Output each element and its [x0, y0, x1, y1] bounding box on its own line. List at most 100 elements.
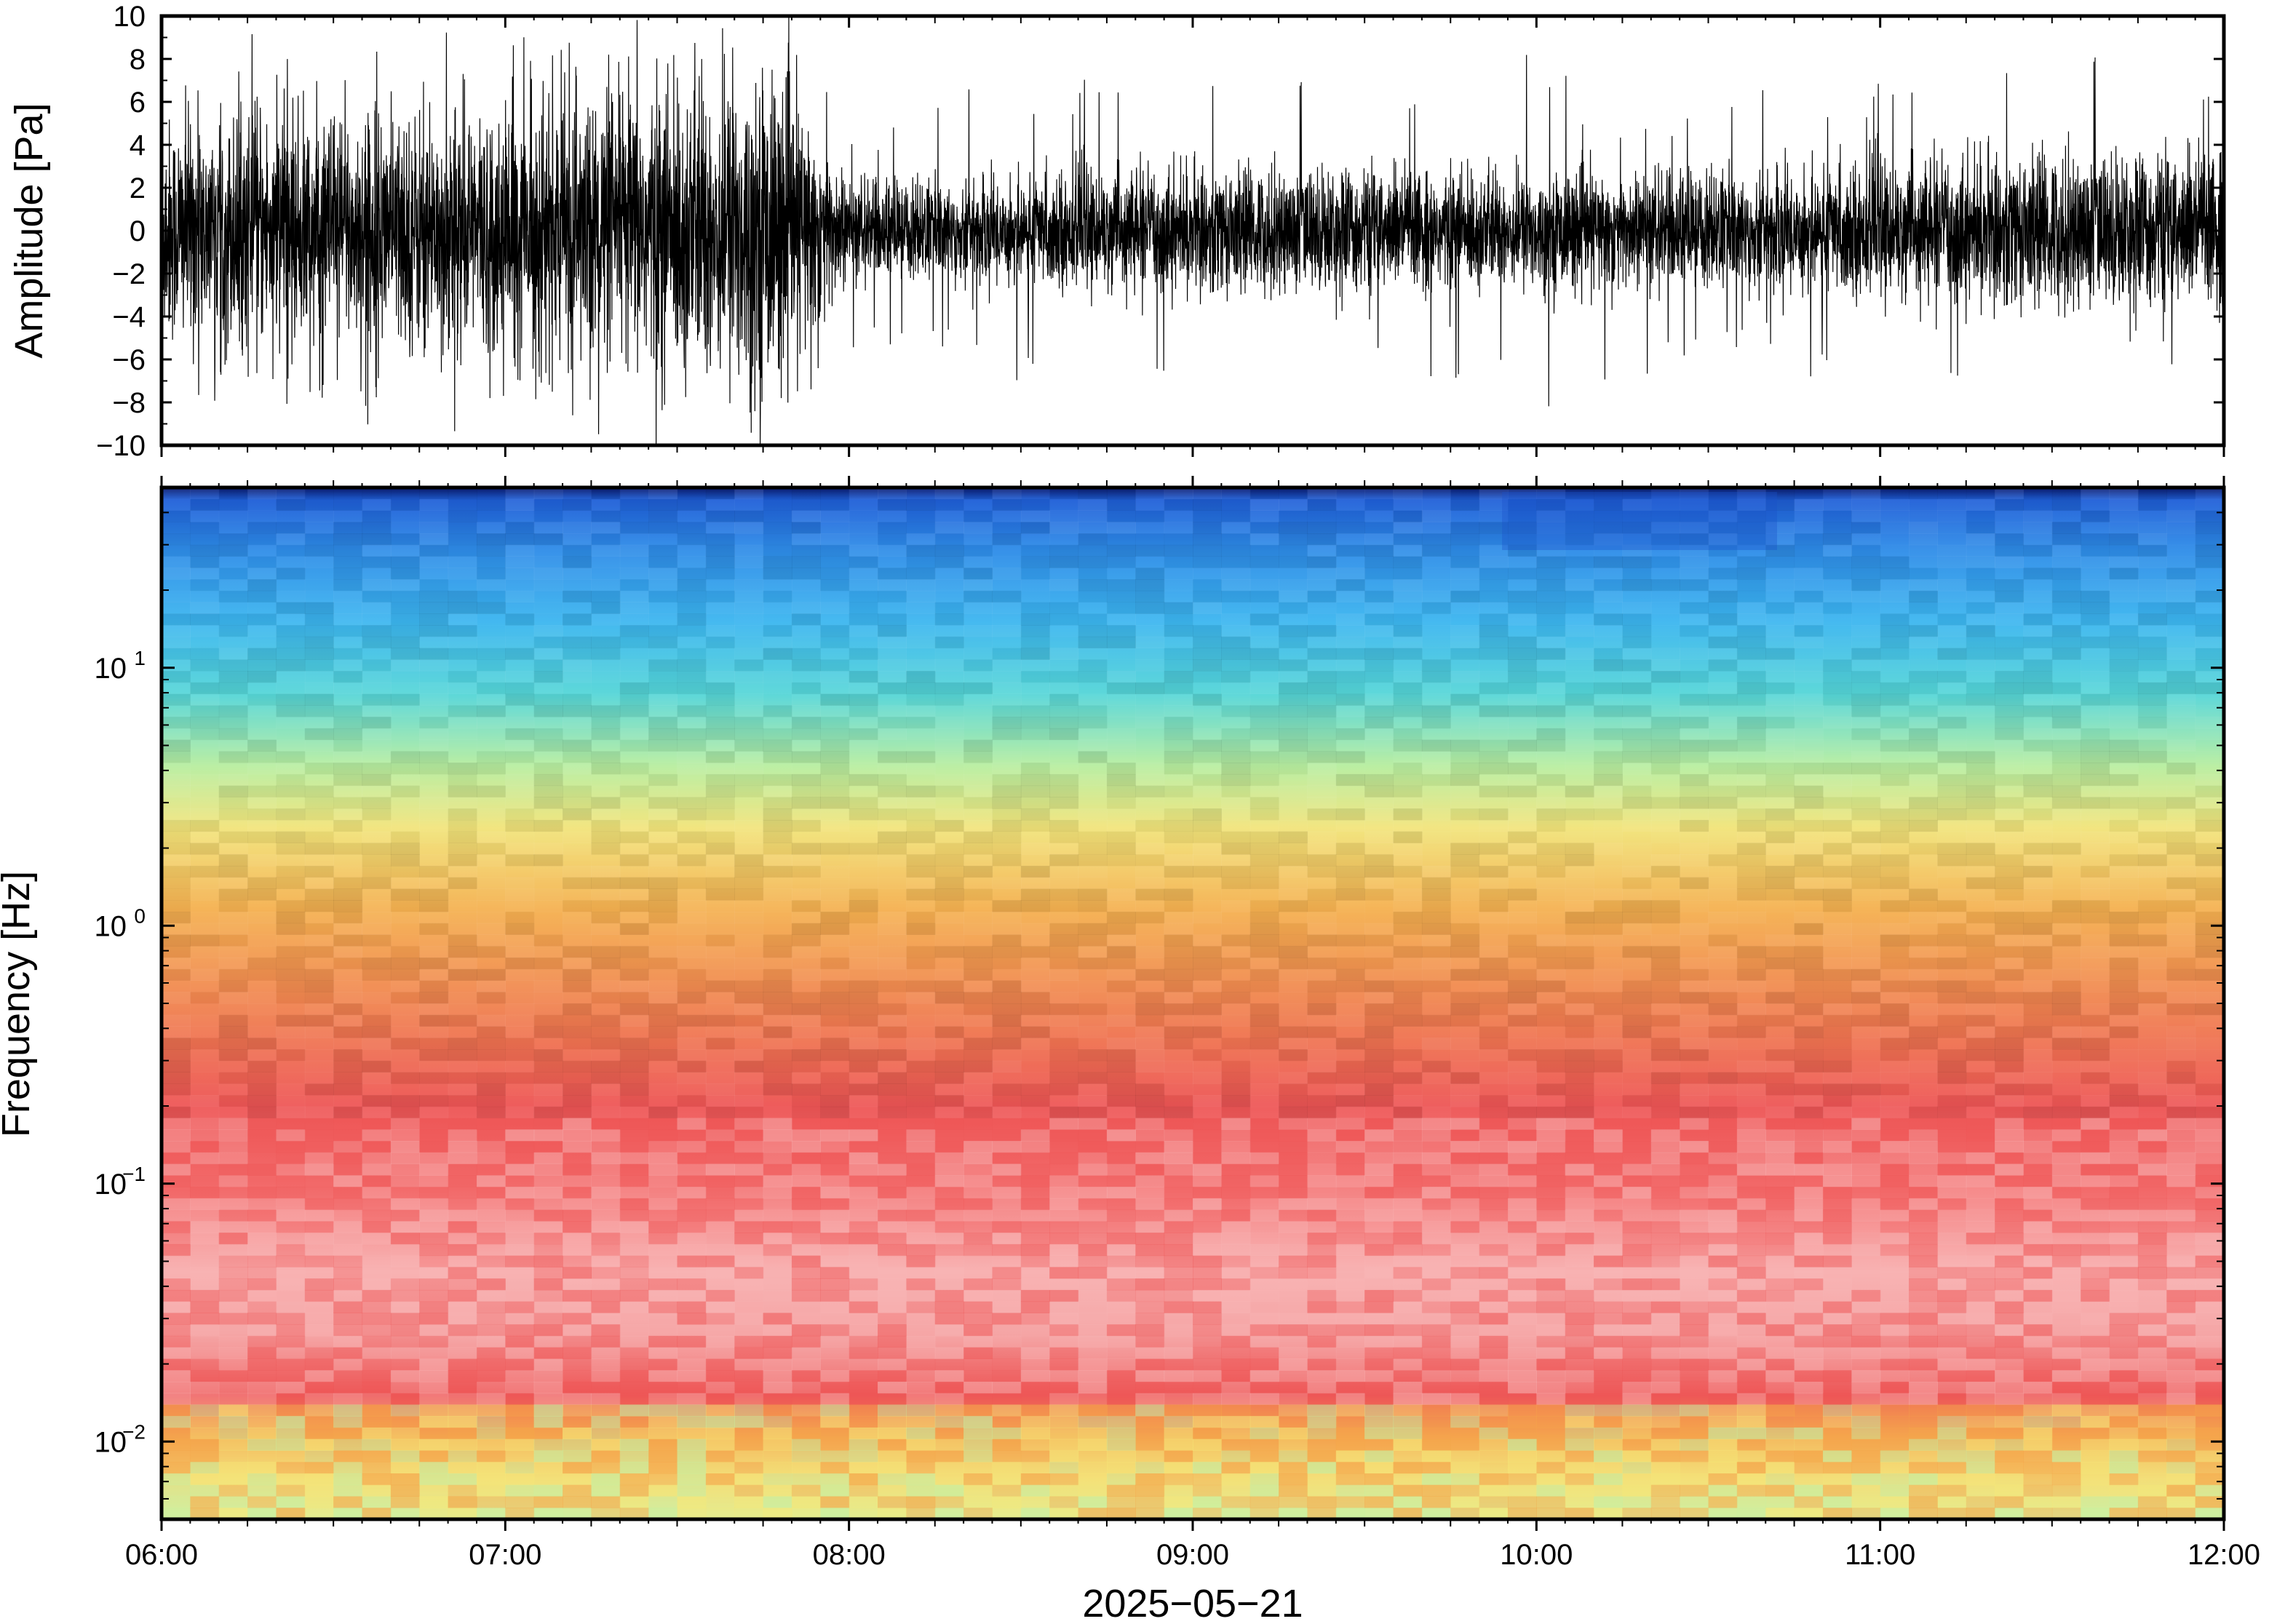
spectrogram-cell — [218, 992, 248, 1004]
spectrogram-cell — [1479, 1038, 1509, 1050]
spectrogram-cell — [362, 1003, 392, 1016]
spectrogram-cell — [1049, 1473, 1079, 1486]
spectrogram-cell — [963, 1381, 993, 1394]
spectrogram-cell — [849, 1209, 878, 1222]
spectrogram-cell — [1650, 751, 1680, 763]
spectrogram-cell — [619, 1416, 649, 1428]
spectrogram-cell — [1078, 1393, 1108, 1405]
spectrogram-cell — [763, 946, 792, 958]
spectrogram-cell — [648, 900, 678, 912]
spectrogram-cell — [1393, 1060, 1423, 1073]
spectrogram-cell — [1135, 1496, 1165, 1508]
spectrogram-cell — [648, 865, 678, 878]
spectrogram-cell — [304, 510, 334, 522]
spectrogram-cell — [992, 1427, 1022, 1440]
spectrogram-cell — [1507, 900, 1537, 912]
spectrogram-cell — [906, 1014, 936, 1027]
spectrogram-cell — [1020, 1324, 1050, 1337]
spectrogram-cell — [705, 877, 735, 889]
spectrogram-cell — [476, 785, 506, 797]
spectrogram-cell — [763, 1508, 792, 1519]
spectrogram-cell — [1078, 888, 1108, 901]
spectrogram-cell — [963, 1141, 993, 1153]
spectrogram-cell — [734, 923, 764, 935]
spectrogram-cell — [1335, 865, 1365, 878]
spectrogram-cell — [849, 946, 878, 958]
spectrogram-cell — [1106, 510, 1136, 522]
spectrogram-cell — [648, 1106, 678, 1119]
spectrogram-cell — [1135, 1473, 1165, 1486]
spectrogram-cell — [705, 1243, 735, 1257]
spectrogram-cell — [1020, 522, 1050, 534]
spectrogram-cell — [419, 1484, 449, 1497]
spectrogram-cell — [1393, 728, 1423, 741]
spectrogram-cell — [333, 1175, 363, 1187]
spectrogram-cell — [190, 763, 220, 775]
spectrogram-cell — [1393, 1416, 1423, 1428]
spectrogram-cell — [591, 1152, 621, 1165]
spectrogram-cell — [591, 1175, 621, 1187]
spectrogram-cell — [1421, 1450, 1451, 1462]
spectrogram-cell — [563, 533, 592, 546]
spectrogram-cell — [934, 1450, 964, 1462]
spectrogram-cell — [190, 1473, 220, 1486]
spectrogram-cell — [677, 1404, 707, 1417]
spectrogram-cell — [448, 808, 477, 821]
spectrogram-cell — [1335, 751, 1365, 763]
spectrogram-cell — [218, 1438, 248, 1451]
spectrogram-cell — [648, 968, 678, 981]
spectrogram-cell — [1393, 1095, 1423, 1107]
spectrogram-cell — [619, 498, 649, 512]
spectrogram-cell — [1307, 1484, 1337, 1497]
spectrogram-cell — [677, 819, 707, 832]
spectrogram-cell — [1536, 487, 1566, 500]
spectrogram-cell — [1421, 831, 1451, 843]
spectrogram-cell — [734, 992, 764, 1004]
spectrogram-cell — [1393, 1209, 1423, 1222]
spectrogram-cell — [1135, 854, 1165, 867]
spectrogram-cell — [1049, 946, 1079, 958]
spectrogram-cell — [1307, 843, 1337, 855]
spectrogram-cell — [705, 1198, 735, 1211]
spectrogram-cell — [362, 1496, 392, 1508]
spectrogram-cell — [963, 1508, 993, 1519]
spectrogram-cell — [419, 487, 449, 500]
spectrogram-cell — [563, 865, 592, 878]
spectrogram-cell — [247, 522, 277, 534]
spectrogram-cell — [247, 1358, 277, 1371]
spectrogram-cell — [934, 1118, 964, 1130]
spectrogram-cell — [1479, 865, 1509, 878]
spectrogram-cell — [1393, 923, 1423, 935]
spectrogram-cell — [1622, 1427, 1652, 1440]
spectrogram-cell — [1106, 900, 1136, 912]
spectrogram-cell — [763, 785, 792, 797]
spectrogram-cell — [1650, 1508, 1680, 1519]
spectrogram-cell — [619, 773, 649, 787]
spectrogram-cell — [619, 1381, 649, 1394]
spectrogram-cell — [677, 1508, 707, 1519]
spectrogram-cell — [992, 957, 1022, 970]
spectrogram-cell — [1393, 579, 1423, 592]
spectrogram-cell — [362, 1060, 392, 1073]
spectrogram-cell — [1594, 1198, 1624, 1211]
spectrogram-cell — [190, 1301, 220, 1313]
spectrogram-cell — [1164, 1072, 1193, 1084]
spectrogram-cell — [162, 544, 191, 557]
spectrogram-cell — [963, 1347, 993, 1359]
spectrogram-cell — [734, 1118, 764, 1130]
spectrogram-cell — [304, 625, 334, 637]
spectrogram-cell — [1221, 1255, 1251, 1267]
spectrogram-cell — [362, 1072, 392, 1084]
spectrogram-cell — [1364, 1049, 1394, 1062]
spectrogram-cell — [849, 590, 878, 603]
spectrogram-cell — [763, 888, 792, 901]
spectrogram-cell — [1622, 1347, 1652, 1359]
spectrogram-cell — [190, 808, 220, 821]
spectrogram-cell — [276, 636, 306, 649]
spectrogram-cell — [1164, 728, 1193, 741]
spectrogram-cell — [1221, 533, 1251, 546]
spectrogram-cell — [1106, 671, 1136, 683]
spectrogram-cell — [1164, 1209, 1193, 1222]
spectrogram-cell — [791, 1049, 821, 1062]
spectrogram-cell — [1249, 1038, 1279, 1050]
